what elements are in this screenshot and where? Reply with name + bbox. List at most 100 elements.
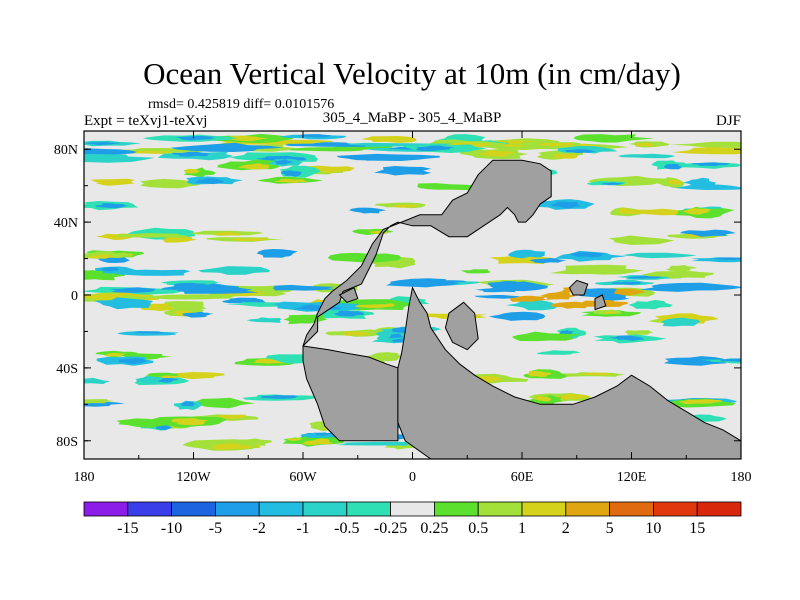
field-contour — [608, 335, 646, 341]
field-contour — [289, 147, 364, 152]
field-contour — [276, 287, 318, 291]
colorbar-label: 15 — [689, 520, 705, 537]
field-contour — [536, 350, 581, 355]
field-contour — [511, 331, 581, 342]
field-contour — [719, 358, 741, 362]
lon-tick-label: 0 — [409, 470, 416, 485]
field-contour — [678, 399, 722, 405]
field-contour — [702, 149, 741, 154]
field-contour — [360, 136, 417, 143]
field-contour — [661, 317, 701, 327]
colorbar-swatch — [258, 501, 304, 517]
field-contour — [181, 401, 196, 407]
lat-tick-label: 0 — [71, 289, 78, 304]
lon-tick-label: 60E — [511, 470, 534, 485]
field-contour — [475, 286, 522, 293]
field-contour — [139, 178, 203, 189]
field-contour — [359, 156, 413, 161]
expt-label: Expt = teXvj1-teXvj — [84, 113, 207, 129]
field-contour — [104, 352, 127, 357]
lon-tick-label: 120W — [176, 470, 211, 485]
lat-tick-label: 80S — [56, 435, 78, 450]
field-contour — [614, 288, 647, 296]
field-contour — [621, 252, 697, 259]
field-contour — [529, 258, 567, 264]
field-contour — [124, 150, 173, 154]
field-contour — [196, 144, 250, 150]
field-contour — [286, 438, 303, 441]
field-contour — [234, 297, 259, 301]
colorbar-label: 2 — [562, 520, 570, 537]
field-contour — [139, 294, 242, 300]
field-contour — [238, 163, 270, 170]
field-contour — [639, 282, 741, 292]
field-contour — [508, 295, 548, 302]
field-contour — [415, 145, 455, 151]
field-contour — [569, 251, 606, 258]
field-contour — [670, 141, 741, 148]
field-contour — [641, 270, 714, 279]
center-label: 305_4_MaBP - 305_4_MaBP — [323, 110, 502, 126]
field-contour — [88, 254, 116, 259]
colorbar-swatch — [83, 501, 129, 517]
field-contour — [342, 331, 372, 336]
lat-tick-label: 80N — [54, 143, 78, 158]
field-contour — [117, 358, 147, 364]
field-contour — [175, 135, 216, 141]
field-contour — [194, 178, 224, 185]
field-contour — [84, 377, 111, 384]
colorbar-label: 0.25 — [420, 520, 448, 537]
field-contour — [525, 370, 552, 377]
field-contour — [84, 149, 116, 155]
field-contour — [551, 201, 582, 209]
field-contour — [670, 183, 741, 190]
field-contour — [136, 376, 164, 385]
field-contour — [193, 397, 256, 409]
field-contour — [226, 135, 269, 142]
field-contour — [211, 443, 254, 450]
colorbar-label: -0.25 — [374, 520, 407, 537]
field-contour — [84, 270, 110, 278]
land-polygon — [444, 301, 479, 351]
land-polygon — [338, 286, 359, 303]
field-contour — [192, 312, 210, 315]
field-contour — [712, 257, 741, 260]
field-contour — [487, 281, 537, 288]
field-contour — [274, 178, 308, 183]
field-contour — [95, 181, 121, 186]
colorbar-label: -0.5 — [334, 520, 359, 537]
field-contour — [682, 208, 711, 215]
field-contour — [474, 295, 520, 299]
field-contour — [643, 209, 674, 215]
colorbar-label: -5 — [209, 520, 222, 537]
field-contour — [608, 235, 675, 245]
field-contour — [602, 311, 617, 315]
field-contour — [100, 267, 119, 272]
field-contour — [273, 159, 294, 165]
map-area — [84, 131, 741, 459]
field-contour — [683, 177, 717, 187]
field-contour — [301, 438, 335, 445]
field-contour — [300, 432, 339, 438]
colorbar-swatch — [653, 501, 698, 517]
field-contour — [460, 269, 491, 274]
field-contour — [573, 134, 655, 143]
lon-tick-label: 60W — [289, 470, 317, 485]
field-contour — [116, 418, 180, 428]
colorbar-swatch — [171, 501, 216, 517]
field-contour — [260, 395, 299, 399]
field-contour — [565, 149, 598, 154]
field-contour — [94, 297, 154, 310]
field-contour — [246, 317, 282, 323]
colorbar-label: -2 — [253, 520, 266, 537]
lat-tick-label: 40S — [56, 362, 78, 377]
colorbar-label: 5 — [606, 520, 614, 537]
colorbar-swatch — [696, 501, 742, 517]
colorbar-swatch — [609, 501, 654, 517]
field-contour — [628, 299, 673, 310]
land-polygon — [594, 294, 607, 311]
field-contour — [84, 402, 103, 407]
field-contour — [170, 418, 209, 426]
field-contour — [505, 300, 561, 311]
field-contour — [665, 265, 698, 272]
